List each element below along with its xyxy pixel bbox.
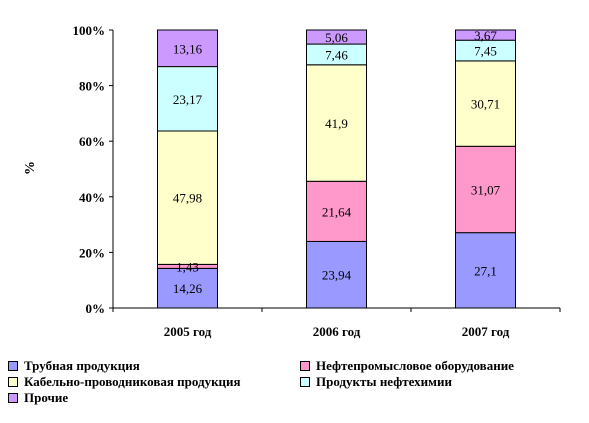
x-tick-label: 2005 год — [164, 324, 212, 339]
bar-segment — [157, 29, 218, 68]
bar-segment — [455, 60, 516, 147]
data-label: 41,9 — [325, 116, 348, 131]
bar-segment — [306, 240, 367, 309]
data-label: 1,43 — [176, 259, 199, 274]
data-label: 23,94 — [322, 268, 352, 283]
y-tick-label: 100% — [73, 23, 106, 38]
data-label: 5,06 — [325, 30, 348, 45]
data-label: 21,64 — [322, 204, 352, 219]
legend-swatch — [300, 377, 310, 387]
data-label: 31,07 — [471, 182, 501, 197]
data-label: 13,16 — [173, 41, 203, 56]
chart-bars — [157, 29, 516, 309]
y-tick-label: 20% — [79, 245, 105, 260]
y-tick-label: 40% — [79, 190, 105, 205]
bar-segment — [306, 64, 367, 182]
y-axis-label: % — [23, 161, 38, 175]
chart-data-labels: 14,26 1,43 47,98 23,17 13,16 23,94 21,64 41,9 7,… — [173, 28, 501, 296]
x-tick-label: 2007 год — [462, 324, 510, 339]
y-tick-label: 0% — [86, 301, 106, 316]
bar-segment — [455, 145, 516, 234]
stacked-bar-chart: 14,26 1,43 47,98 23,17 13,16 23,94 21,64 41,9 7,… — [23, 23, 561, 339]
legend-item: Прочие — [8, 390, 68, 406]
legend-label: Прочие — [24, 390, 69, 405]
data-label: 7,46 — [325, 47, 348, 62]
legend-item: Продукты нефтехимии — [300, 374, 452, 390]
y-tick-label: 80% — [79, 79, 105, 94]
legend-item: Трубная продукция — [8, 358, 140, 374]
legend-item: Нефтепромысловое оборудование — [300, 358, 514, 374]
legend-swatch — [300, 361, 310, 371]
data-label: 3,67 — [474, 28, 497, 43]
data-label: 47,98 — [173, 191, 202, 206]
x-tick-label: 2006 год — [313, 324, 361, 339]
data-label: 7,45 — [474, 44, 497, 59]
bar-segment — [455, 29, 516, 41]
legend-label: Трубная продукция — [24, 358, 140, 373]
chart-tick-labels: 0% 20% 40% 60% 80% 100% 2005 год 2006 год 2007 г… — [73, 23, 510, 339]
data-label: 23,17 — [173, 92, 203, 107]
data-label: 27,1 — [474, 263, 497, 278]
bar-segment — [306, 29, 367, 45]
legend-swatch — [8, 377, 18, 387]
y-tick-label: 60% — [79, 134, 105, 149]
legend-item: Кабельно-проводниковая продукция — [8, 374, 241, 390]
legend-label: Продукты нефтехимии — [316, 374, 452, 389]
legend-label: Нефтепромысловое оборудование — [316, 358, 514, 373]
legend-label: Кабельно-проводниковая продукция — [24, 374, 241, 389]
bar-segment — [157, 267, 218, 309]
bar-segment — [455, 232, 516, 309]
legend-swatch — [8, 393, 18, 403]
data-label: 14,26 — [173, 281, 203, 296]
legend-swatch — [8, 361, 18, 371]
bar-segment — [306, 180, 367, 242]
data-label: 30,71 — [471, 97, 500, 112]
